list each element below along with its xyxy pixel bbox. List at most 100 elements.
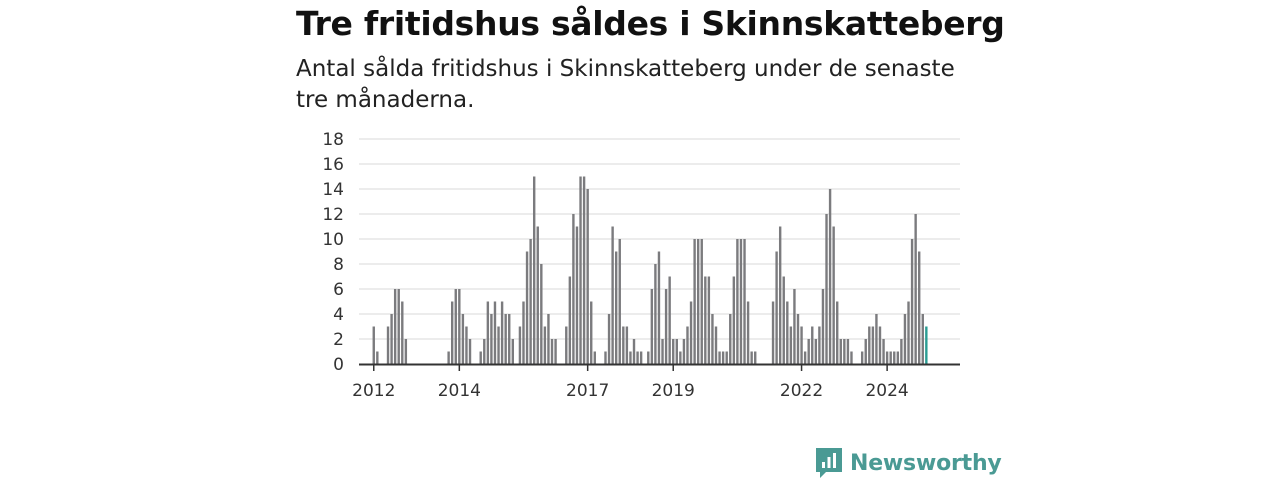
bar bbox=[839, 339, 842, 364]
bar bbox=[582, 176, 586, 364]
bar bbox=[793, 289, 796, 364]
bar bbox=[843, 339, 846, 364]
bar bbox=[896, 351, 900, 364]
bar-latest bbox=[925, 326, 928, 364]
bar bbox=[458, 289, 461, 364]
x-tick-label: 2017 bbox=[566, 381, 609, 401]
bar bbox=[447, 351, 450, 364]
x-tick-label: 2022 bbox=[780, 381, 823, 401]
bar bbox=[565, 326, 568, 364]
bar bbox=[622, 326, 625, 364]
bar bbox=[921, 314, 924, 364]
bar bbox=[821, 289, 825, 364]
chart-title: Tre fritidshus såldes i Skinnskatteberg bbox=[296, 4, 1005, 43]
bar bbox=[483, 339, 486, 364]
bar bbox=[836, 301, 839, 364]
bar bbox=[386, 326, 390, 364]
bar bbox=[554, 339, 557, 364]
bar bbox=[401, 301, 404, 364]
bar bbox=[693, 239, 696, 364]
y-tick-label: 16 bbox=[322, 155, 344, 175]
bar bbox=[390, 314, 393, 364]
brand-logo: Newsworthy bbox=[814, 446, 1002, 480]
y-tick-label: 18 bbox=[322, 130, 344, 150]
bar bbox=[800, 326, 803, 364]
bar bbox=[675, 339, 678, 364]
bar bbox=[468, 339, 472, 364]
bar bbox=[846, 339, 850, 364]
bar bbox=[746, 301, 750, 364]
bar bbox=[611, 226, 614, 364]
data-label: 3 bbox=[928, 0, 939, 5]
bar bbox=[632, 339, 636, 364]
bar bbox=[500, 301, 504, 364]
bar bbox=[732, 276, 736, 364]
bar bbox=[376, 351, 379, 364]
bar bbox=[518, 326, 522, 364]
bar bbox=[393, 289, 397, 364]
bar bbox=[875, 314, 878, 364]
bar bbox=[736, 239, 739, 364]
x-tick-label: 2012 bbox=[352, 381, 395, 401]
bar bbox=[532, 176, 536, 364]
bar bbox=[771, 301, 775, 364]
y-tick-label: 10 bbox=[322, 230, 344, 250]
bar bbox=[529, 239, 532, 364]
bar bbox=[572, 214, 575, 364]
bar bbox=[575, 226, 579, 364]
bar bbox=[914, 214, 917, 364]
y-tick-label: 0 bbox=[333, 355, 344, 375]
bar bbox=[372, 326, 375, 364]
bar bbox=[786, 301, 789, 364]
bar bbox=[903, 314, 907, 364]
bar bbox=[672, 339, 675, 364]
bar bbox=[721, 351, 725, 364]
x-tick-label: 2019 bbox=[652, 381, 695, 401]
bar bbox=[540, 264, 543, 364]
bar bbox=[789, 326, 793, 364]
bar bbox=[878, 326, 882, 364]
bar bbox=[668, 276, 671, 364]
bar bbox=[522, 301, 525, 364]
bar bbox=[614, 251, 618, 364]
bar bbox=[700, 239, 703, 364]
bar bbox=[704, 276, 707, 364]
bar bbox=[461, 314, 465, 364]
bar bbox=[504, 314, 507, 364]
bar bbox=[647, 351, 650, 364]
bar bbox=[625, 326, 629, 364]
bar bbox=[796, 314, 800, 364]
bar bbox=[860, 351, 864, 364]
bar bbox=[689, 301, 693, 364]
bar bbox=[511, 339, 514, 364]
axes: 0 2 4 6 8 10 12 14 16 18 2012 2014 2017 2019 2022 2024 bbox=[322, 130, 960, 401]
bar bbox=[629, 351, 632, 364]
bar bbox=[893, 351, 896, 364]
bar bbox=[811, 326, 814, 364]
bar bbox=[918, 251, 921, 364]
bar bbox=[568, 276, 572, 364]
bar bbox=[536, 226, 539, 364]
bar bbox=[850, 351, 853, 364]
bar bbox=[547, 314, 550, 364]
bar bbox=[465, 326, 468, 364]
bar bbox=[650, 289, 654, 364]
bar bbox=[818, 326, 821, 364]
bar bbox=[743, 239, 746, 364]
y-tick-label: 2 bbox=[333, 330, 344, 350]
bar bbox=[607, 314, 611, 364]
bar bbox=[508, 314, 511, 364]
bar bbox=[725, 351, 728, 364]
bar bbox=[907, 301, 910, 364]
bar bbox=[832, 226, 835, 364]
bar bbox=[593, 351, 596, 364]
bar bbox=[871, 326, 875, 364]
bar bbox=[718, 351, 721, 364]
bar bbox=[775, 251, 778, 364]
y-tick-label: 12 bbox=[322, 205, 344, 225]
bar bbox=[493, 301, 497, 364]
bar bbox=[579, 176, 582, 364]
bar bbox=[729, 314, 732, 364]
bar bbox=[696, 239, 700, 364]
bar bbox=[590, 301, 593, 364]
